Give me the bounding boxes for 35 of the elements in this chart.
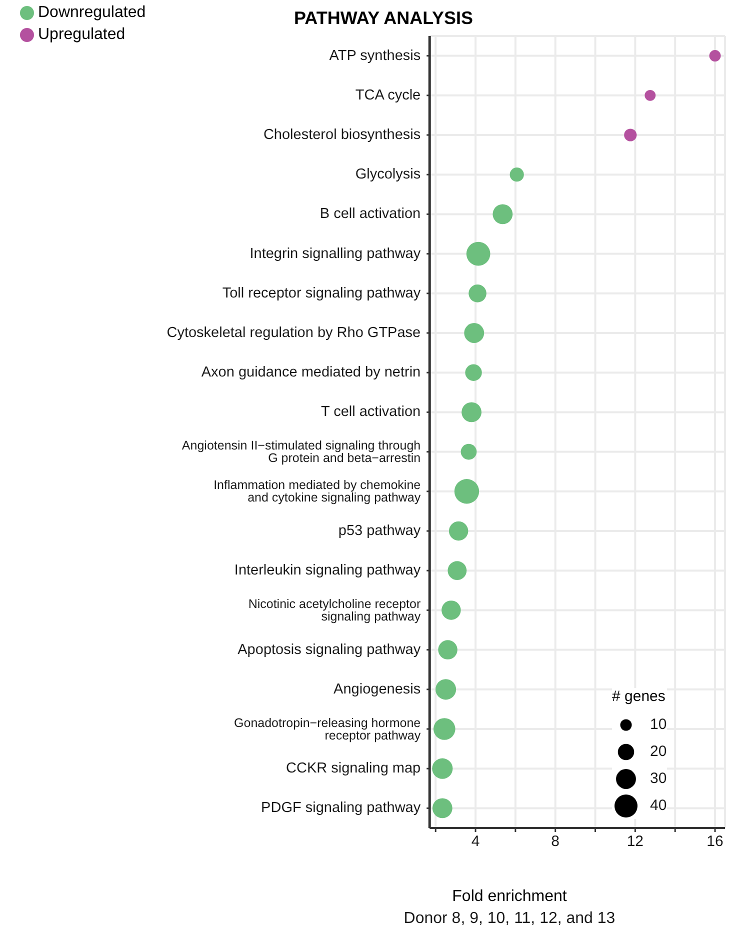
x-tick-label: 12 — [626, 833, 644, 850]
x-axis-title: Fold enrichment — [451, 888, 568, 906]
y-tick-label: Apoptosis signaling pathway — [238, 642, 422, 658]
legend-label: 10 — [650, 716, 667, 733]
x-tick-label: 8 — [551, 833, 560, 850]
y-tick-label: T cell activation — [320, 404, 421, 420]
y-tick-label: p53 pathway — [338, 523, 422, 539]
y-tick-label: Angiotensin II−stimulated signaling through G protein and beta−arrestin — [182, 438, 421, 466]
chart-title: PATHWAY ANALYSIS — [294, 8, 474, 29]
y-tick-label: Cytoskeletal regulation by Rho GTPase — [166, 325, 421, 341]
y-tick-label: Glycolysis — [355, 166, 421, 183]
y-tick-label: Inflammation mediated by chemokine and cytokine signaling pathway — [214, 478, 422, 505]
y-tick-label: CCKR signaling map — [286, 760, 421, 777]
size-legend: # genes 10 20 30 40 — [612, 688, 667, 819]
y-tick-label: Gonadotropin−releasing hormone receptor pathway — [234, 716, 422, 742]
y-tick-label: Angiogenesis — [334, 681, 421, 698]
x-tick-label: 16 — [706, 833, 724, 850]
y-tick-label: Toll receptor signaling pathway — [222, 285, 422, 302]
y-tick-label: Interleukin signaling pathway — [234, 562, 422, 579]
y-tick-label: PDGF signaling pathway — [261, 800, 422, 816]
y-tick-label: B cell activation — [320, 206, 421, 222]
y-tick-label: ATP synthesis — [329, 48, 421, 64]
legend-title: # genes — [612, 688, 666, 705]
legend-label: Downregulated — [38, 4, 146, 21]
y-tick-label: Integrin signalling pathway — [250, 246, 422, 262]
y-tick-label: Cholesterol biosynthesis — [263, 127, 421, 143]
x-tick-label: 4 — [471, 833, 480, 850]
legend-label: 20 — [650, 743, 667, 760]
legend-label: 40 — [650, 797, 667, 814]
legend-label: 30 — [650, 770, 667, 787]
legend-label: Upregulated — [38, 26, 126, 43]
y-tick-label: Axon guidance mediated by netrin — [201, 364, 421, 381]
text: Donor 8, 9, 10, 11, 12, and 13 — [402, 910, 616, 928]
y-tick-label: TCA cycle — [355, 87, 421, 104]
y-tick-label: Nicotinic acetylcholine receptor signaling pathway — [248, 596, 422, 624]
